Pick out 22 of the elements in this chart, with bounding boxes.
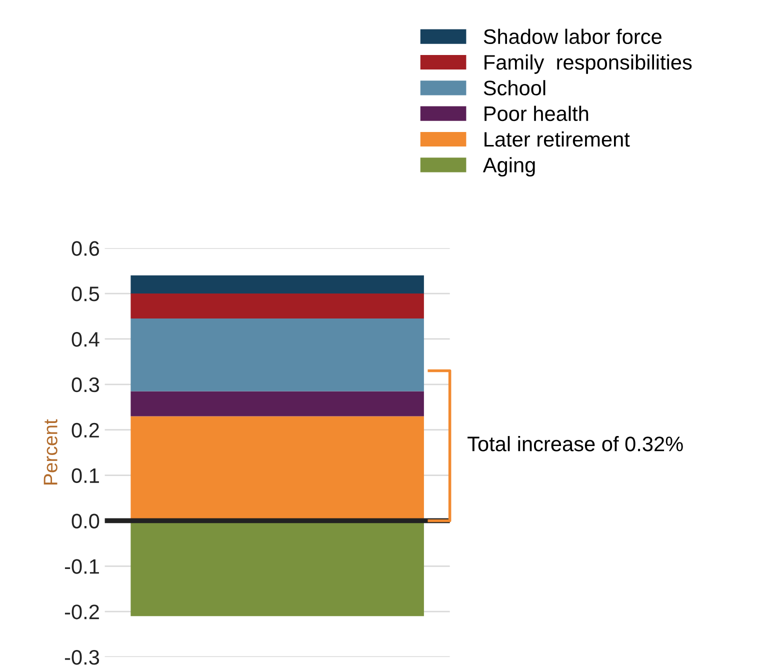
y-tick-label: -0.3 (64, 650, 100, 665)
y-tick-label: 0.5 (72, 286, 100, 302)
y-tick-label: 0.0 (72, 514, 100, 528)
y-tick-label: 0.4 (72, 332, 100, 347)
y-axis-title: Percent (44, 419, 58, 484)
y-tick-label: 0.6 (72, 241, 100, 256)
bar (130, 275, 424, 294)
legend-label: Family responsibilities (484, 54, 692, 74)
legend-label: School (484, 80, 546, 96)
y-tick-label: -0.2 (64, 604, 99, 620)
legend-label: Aging (482, 157, 535, 177)
y-tick-label: 0.2 (72, 422, 99, 438)
y-tick-label: 0.3 (72, 377, 100, 392)
y-tick-label: 0.1 (72, 468, 99, 484)
bar (130, 318, 424, 392)
legend-label: Shadow labor force (484, 28, 662, 44)
y-tick-label: -0.1 (64, 559, 99, 574)
legend-label: Poor health (484, 106, 588, 122)
text: Total increase of 0.32% (468, 436, 683, 452)
bar (130, 294, 424, 319)
bar (130, 391, 424, 416)
legend-label: Later retirement (484, 131, 630, 147)
